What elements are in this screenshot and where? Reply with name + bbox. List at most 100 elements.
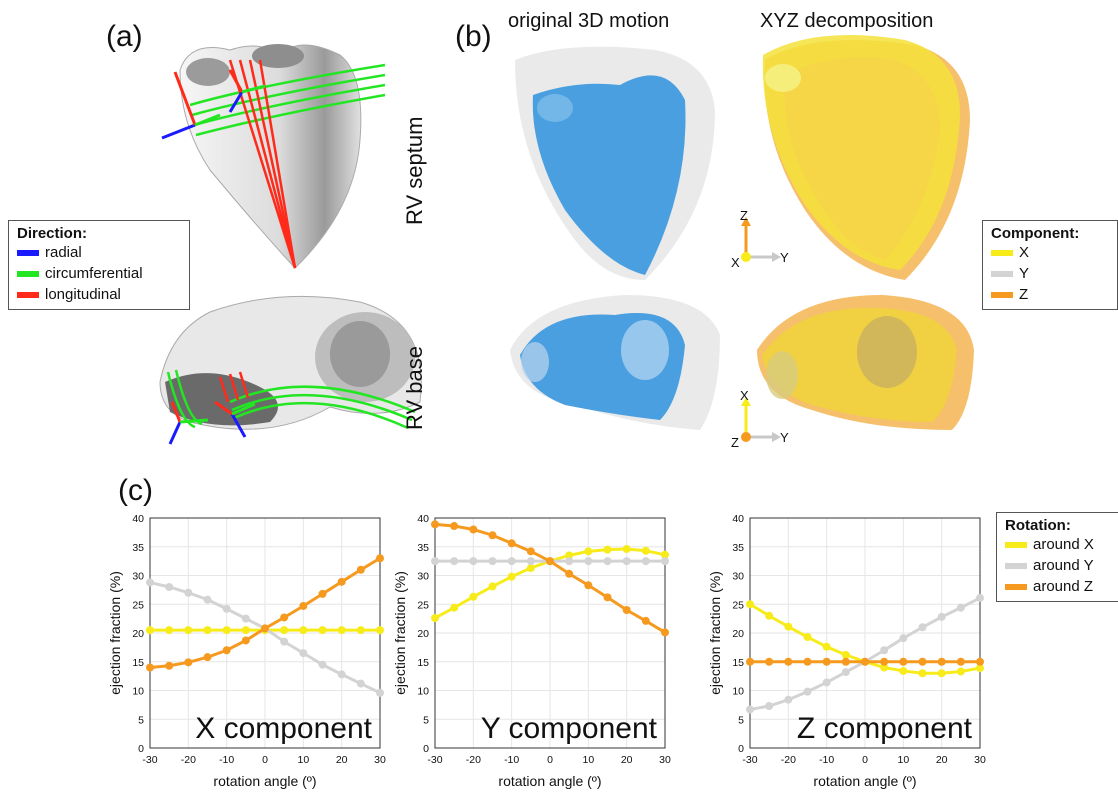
around-y-swatch xyxy=(1005,562,1027,569)
y-tick-label: 0 xyxy=(738,743,744,755)
data-point xyxy=(641,546,650,555)
chart-y-component: -30 -20 -10 0 10 20 30 0 5 10 15 20 25 30 35 40 rotation… xyxy=(392,513,671,789)
component-legend-label: Z xyxy=(1019,286,1029,303)
axis-left-label-base: Z xyxy=(731,435,739,450)
y-tick-label: 20 xyxy=(732,628,744,640)
y-tick-label: 0 xyxy=(138,743,144,755)
data-point xyxy=(507,572,516,581)
data-point xyxy=(146,578,154,587)
panel-b-label: (b) xyxy=(455,20,492,53)
direction-legend-item: longitudinal xyxy=(17,284,181,305)
septum-xyz-decomposition-render xyxy=(762,35,970,280)
y-tick-label: 40 xyxy=(132,513,144,525)
longitudinal-swatch xyxy=(17,291,39,298)
y-tick-label: 15 xyxy=(132,657,144,669)
data-point xyxy=(661,557,669,566)
rotation-legend-label: around Z xyxy=(1033,578,1094,595)
x-axis-label: rotation angle (º) xyxy=(813,773,916,789)
x-tick-label: 20 xyxy=(336,754,348,766)
direction-legend-title: Direction: xyxy=(17,225,88,242)
data-point xyxy=(376,626,384,635)
data-point xyxy=(431,520,439,529)
data-point xyxy=(899,666,908,675)
data-point xyxy=(488,557,497,566)
rotation-legend: Rotation: around X around Y around Z xyxy=(996,512,1118,602)
data-point xyxy=(765,611,774,620)
heart-septum-illustration xyxy=(161,44,386,269)
component-legend-item: Z xyxy=(991,284,1109,305)
data-point xyxy=(165,626,174,635)
data-point xyxy=(765,702,774,711)
data-point xyxy=(861,657,869,666)
data-point xyxy=(526,547,535,556)
data-point xyxy=(526,557,535,566)
data-point xyxy=(203,653,212,662)
x-tick-label: -10 xyxy=(504,754,519,766)
data-point xyxy=(976,593,984,602)
y-tick-label: 30 xyxy=(132,571,144,583)
component-legend: Component: X Y Z xyxy=(982,220,1118,310)
axis-left-label-septum: X xyxy=(731,255,740,270)
x-tick-label: 0 xyxy=(862,754,868,766)
data-point xyxy=(299,649,308,658)
data-point xyxy=(222,604,231,613)
data-point xyxy=(641,557,650,566)
row-label-base: RV base xyxy=(402,346,427,430)
chart-title: Z component xyxy=(797,712,973,745)
component-legend-item: Y xyxy=(991,263,1109,284)
data-point xyxy=(661,628,669,637)
data-point xyxy=(956,603,965,612)
row-label-septum: RV septum xyxy=(402,116,427,225)
data-point xyxy=(222,626,231,635)
panel-a-label: (a) xyxy=(106,20,143,53)
data-point xyxy=(526,564,535,573)
chart-z-component: -30 -20 -10 0 10 20 30 0 5 10 15 20 25 30 35 40 rotation… xyxy=(707,513,986,789)
y-tick-label: 10 xyxy=(732,686,744,698)
y-tick-label: 10 xyxy=(132,686,144,698)
data-point xyxy=(261,624,269,633)
rotation-legend-item: around X xyxy=(1005,534,1111,555)
data-point xyxy=(822,678,831,687)
data-point xyxy=(376,688,384,697)
x-tick-label: 30 xyxy=(659,754,671,766)
data-point xyxy=(622,606,631,614)
y-tick-label: 5 xyxy=(423,714,429,726)
data-point xyxy=(822,657,831,666)
x-tick-label: 30 xyxy=(974,754,986,766)
data-point xyxy=(746,705,754,714)
x-tick-label: -20 xyxy=(781,754,796,766)
y-tick-label: 15 xyxy=(732,657,744,669)
data-point xyxy=(661,550,669,559)
data-point xyxy=(165,661,174,670)
y-tick-label: 35 xyxy=(417,542,429,554)
x-tick-label: -20 xyxy=(466,754,481,766)
column-title-xyz: XYZ decomposition xyxy=(760,10,934,32)
data-point xyxy=(603,545,612,554)
data-point xyxy=(299,601,308,610)
data-point xyxy=(641,616,650,625)
y-tick-label: 5 xyxy=(138,714,144,726)
y-axis-label: ejection fraction (%) xyxy=(392,571,408,695)
y-tick-label: 40 xyxy=(417,513,429,525)
data-point xyxy=(450,522,459,531)
data-point xyxy=(841,668,850,677)
data-point xyxy=(222,646,231,655)
base-original-motion-render xyxy=(510,295,720,430)
data-point xyxy=(584,581,593,590)
data-point xyxy=(280,613,289,622)
radial-swatch xyxy=(17,249,39,256)
direction-legend-label: radial xyxy=(45,244,82,261)
data-point xyxy=(146,626,154,635)
data-point xyxy=(918,669,927,678)
y-component-swatch xyxy=(991,270,1013,277)
x-tick-label: -30 xyxy=(742,754,757,766)
y-tick-label: 35 xyxy=(132,542,144,554)
chart-title: Y component xyxy=(481,712,658,745)
x-axis-label: rotation angle (º) xyxy=(213,773,316,789)
panel-c-label: (c) xyxy=(118,474,153,507)
data-point xyxy=(507,539,516,548)
data-point xyxy=(318,589,327,598)
direction-legend-label: longitudinal xyxy=(45,286,121,303)
heart-base-illustration xyxy=(159,295,422,445)
data-point xyxy=(146,663,154,672)
